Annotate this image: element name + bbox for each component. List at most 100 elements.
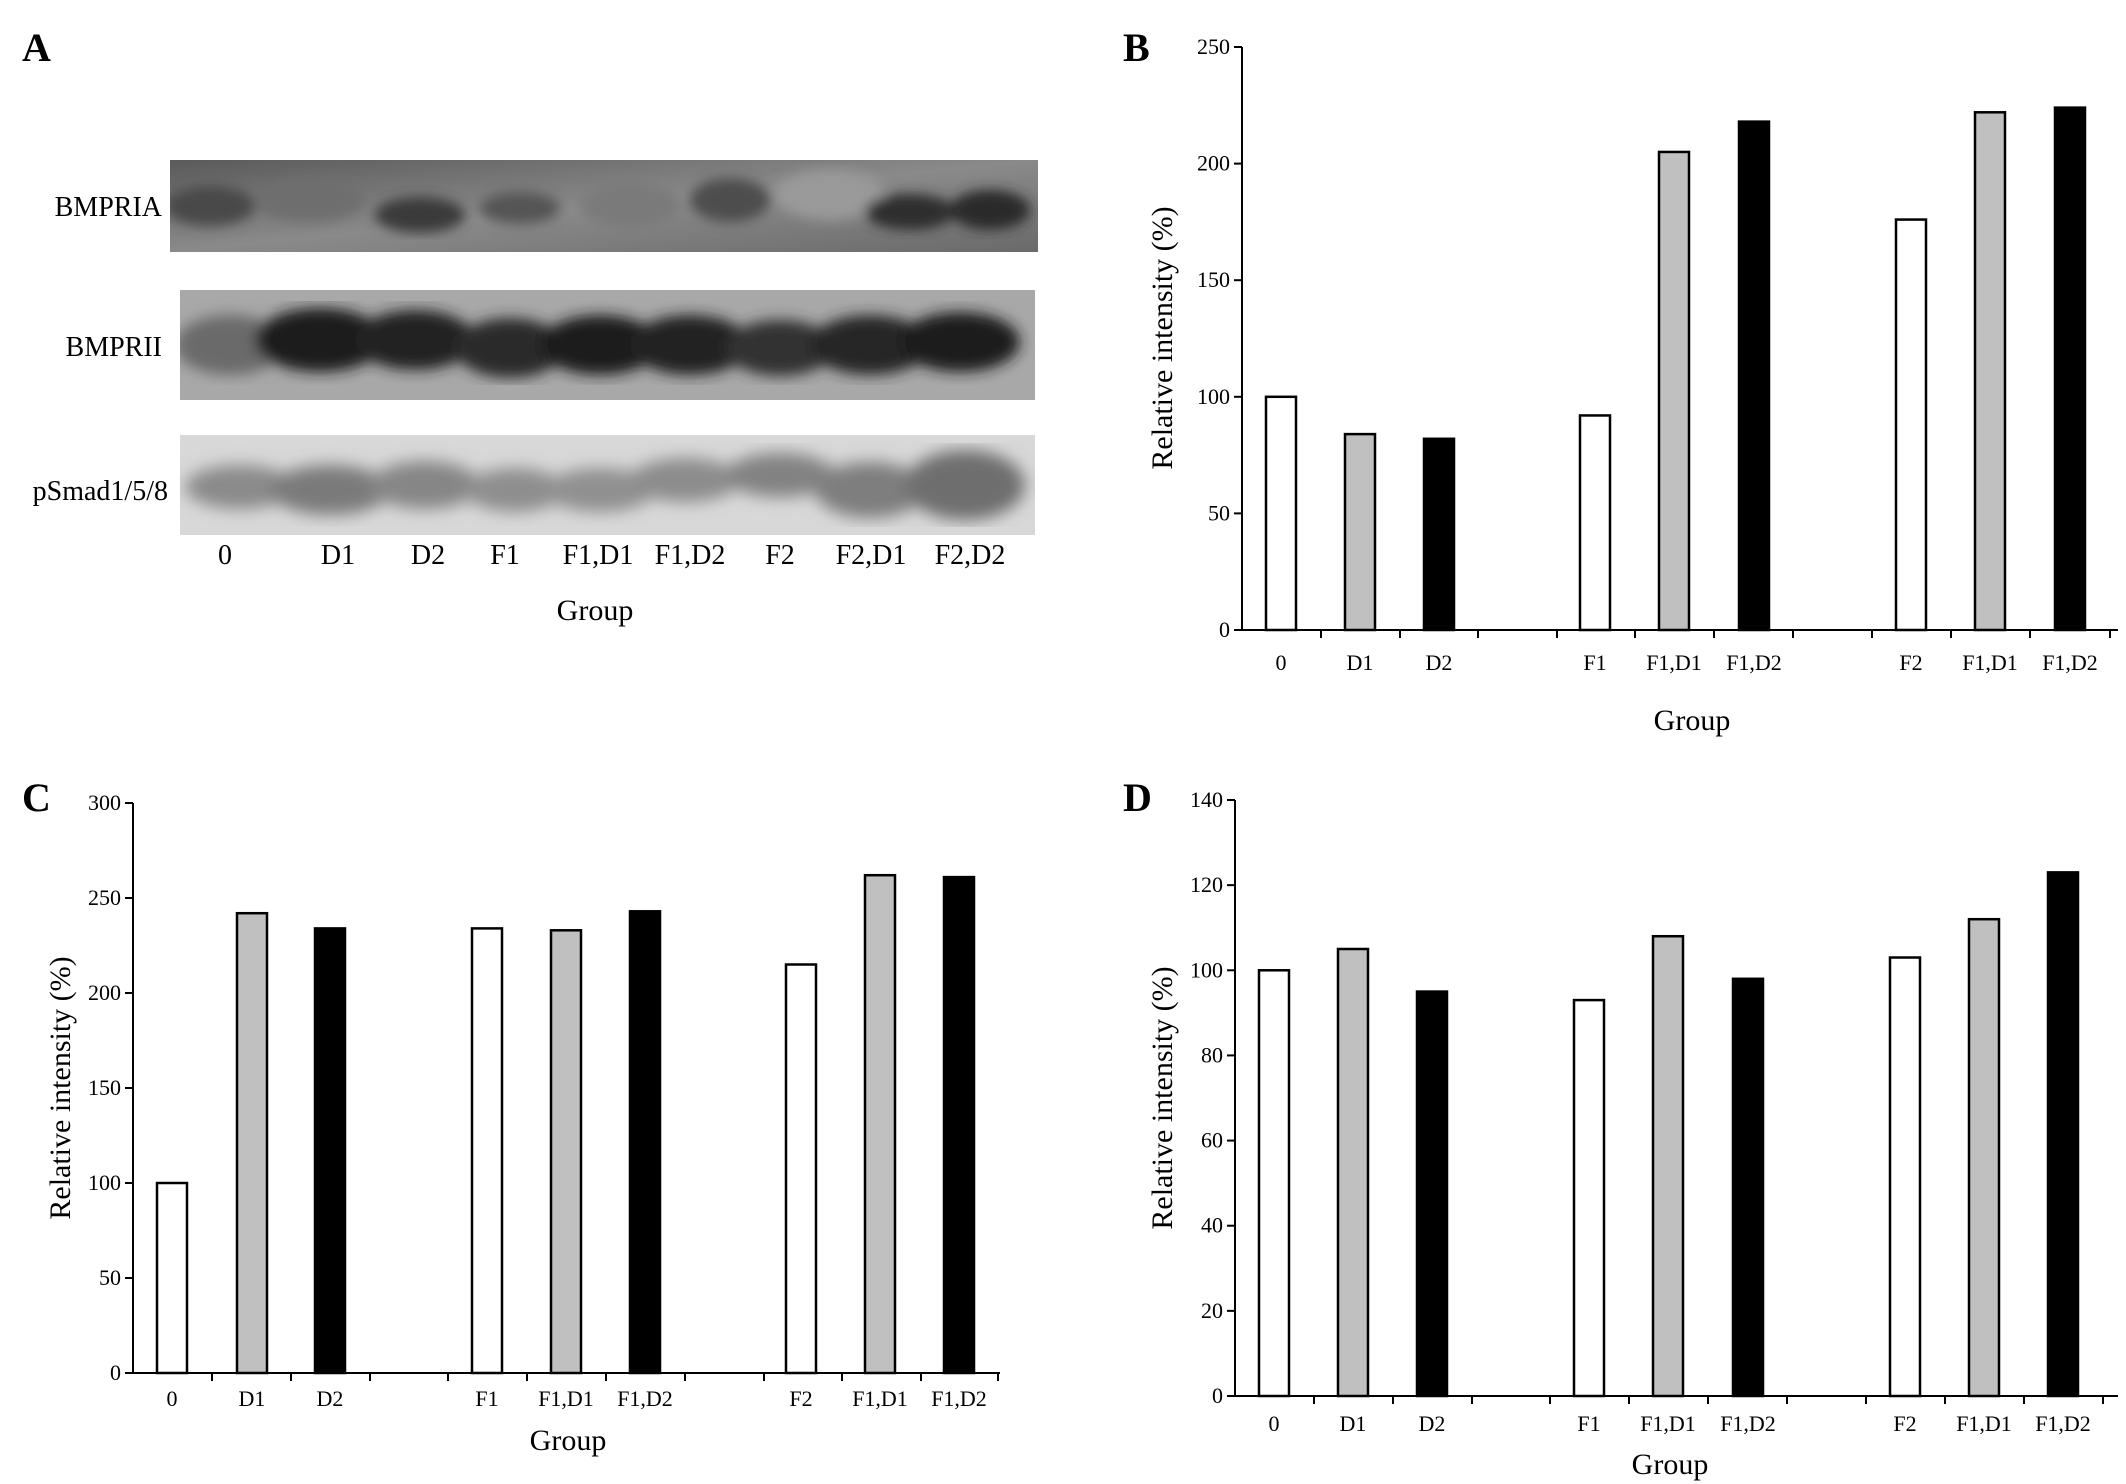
bar xyxy=(470,927,504,1375)
blot-strip-bmpria xyxy=(170,160,1038,252)
bar-chart-b: 0 50 100 150 200 250 0 D1 D2 F1 F1,D1 F1,D2 F2 F1,D1 F… xyxy=(1146,34,2118,737)
y-tick-label: 200 xyxy=(1197,151,1230,176)
x-tick-label: D2 xyxy=(1426,650,1453,675)
panel-letter-c: C xyxy=(22,775,51,820)
y-tick-label: 150 xyxy=(1197,267,1230,292)
bar xyxy=(1651,934,1685,1398)
blot-row-label-psmad: pSmad1/5/8 xyxy=(32,476,168,507)
bar xyxy=(313,927,347,1375)
y-axis-label: Relative intensity (%) xyxy=(44,956,77,1219)
bar xyxy=(1336,947,1370,1398)
bar xyxy=(863,873,897,1375)
y-tick-label: 140 xyxy=(1190,787,1223,812)
blot-lane-label: F1,D1 xyxy=(562,540,634,571)
blot-lane-label: F1 xyxy=(490,540,520,571)
y-tick-label: 0 xyxy=(110,1360,121,1385)
y-tick-label: 250 xyxy=(88,885,121,910)
bar xyxy=(1572,998,1606,1398)
y-tick-label: 250 xyxy=(1197,34,1230,59)
x-tick-label: F1,D1 xyxy=(1646,650,1702,675)
x-tick-label: F1,D2 xyxy=(617,1386,673,1411)
x-tick-label: F1,D1 xyxy=(852,1386,908,1411)
bar xyxy=(1578,414,1612,632)
y-tick-label: 50 xyxy=(1208,500,1230,525)
x-tick-label: F2 xyxy=(1893,1411,1916,1436)
blot-x-axis-label: Group xyxy=(556,594,634,627)
blot-lane-label: F2,D2 xyxy=(934,540,1006,571)
x-tick-label: F1,D2 xyxy=(2035,1411,2091,1436)
blot-lane-label: F1,D2 xyxy=(654,540,726,571)
x-tick-label: 0 xyxy=(1276,650,1287,675)
blot-strip-bmprii xyxy=(180,290,1035,400)
x-axis-label: Group xyxy=(1654,704,1731,737)
x-tick-label: F1,D2 xyxy=(2042,650,2098,675)
blot-row-label-bmprii: BMPRII xyxy=(65,332,162,363)
y-tick-label: 150 xyxy=(88,1075,121,1100)
bar xyxy=(1343,432,1377,632)
bar xyxy=(2053,106,2087,632)
bar-chart-d: 0 20 40 60 80 100 120 140 0 D1 D2 F1 F1,D1 F1,D2 F2 F1,… xyxy=(1146,787,2118,1481)
x-tick-label: F1,D2 xyxy=(931,1386,987,1411)
y-tick-label: 100 xyxy=(88,1170,121,1195)
x-tick-label: F2 xyxy=(1899,650,1922,675)
y-tick-label: 100 xyxy=(1197,384,1230,409)
x-tick-label: F1,D1 xyxy=(1956,1411,2012,1436)
bar xyxy=(942,875,976,1375)
x-tick-label: 0 xyxy=(1269,1411,1280,1436)
bar xyxy=(1973,111,2007,632)
bar xyxy=(1257,969,1291,1398)
y-tick-label: 60 xyxy=(1201,1128,1223,1153)
y-tick-label: 120 xyxy=(1190,872,1223,897)
bar xyxy=(1737,120,1771,632)
x-axis-label: Group xyxy=(530,1424,607,1457)
y-axis-label: Relative intensity (%) xyxy=(1146,206,1179,469)
bar xyxy=(1264,395,1298,632)
x-tick-label: F1,D1 xyxy=(1640,1411,1696,1436)
y-tick-label: 80 xyxy=(1201,1042,1223,1067)
bar xyxy=(784,963,818,1375)
panel-letter-d: D xyxy=(1123,775,1152,820)
x-tick-label: F1,D1 xyxy=(538,1386,594,1411)
y-tick-label: 20 xyxy=(1201,1298,1223,1323)
y-tick-label: 300 xyxy=(88,790,121,815)
bar xyxy=(1415,990,1449,1398)
blot-row-label-bmpria: BMPRIA xyxy=(54,192,162,223)
x-tick-label: F1,D2 xyxy=(1720,1411,1776,1436)
bar xyxy=(2046,871,2080,1398)
x-tick-label: D1 xyxy=(1347,650,1374,675)
x-tick-label: F1,D1 xyxy=(1962,650,2018,675)
y-tick-label: 0 xyxy=(1212,1383,1223,1408)
x-tick-label: F1 xyxy=(1583,650,1606,675)
bar xyxy=(1731,977,1765,1398)
x-tick-label: F1 xyxy=(1577,1411,1600,1436)
blot-strip-psmad xyxy=(180,435,1035,535)
x-tick-label: D1 xyxy=(239,1386,266,1411)
blot-lane-label: 0 xyxy=(218,540,232,571)
y-tick-label: 200 xyxy=(88,980,121,1005)
panel-letter-a: A xyxy=(22,25,51,70)
panel-letter-b: B xyxy=(1123,25,1150,70)
x-axis-label: Group xyxy=(1632,1448,1709,1481)
bar xyxy=(1967,917,2001,1398)
y-tick-label: 0 xyxy=(1219,617,1230,642)
blot-lane-label: D2 xyxy=(410,540,446,571)
blot-lane-label: D1 xyxy=(320,540,356,571)
bar xyxy=(235,911,269,1375)
bar xyxy=(1657,150,1691,632)
bar xyxy=(549,929,583,1375)
y-tick-label: 50 xyxy=(99,1265,121,1290)
x-tick-label: F2 xyxy=(789,1386,812,1411)
bar-chart-c: 0 50 100 150 200 250 300 0 D1 D2 F1 F1,D1 F1,D2 F2 F1,… xyxy=(44,790,1000,1457)
bar xyxy=(1422,437,1456,632)
blot-lane-label: F2,D1 xyxy=(835,540,907,571)
bar xyxy=(1888,956,1922,1398)
blot-lane-label: F2 xyxy=(765,540,795,571)
x-tick-label: D2 xyxy=(317,1386,344,1411)
bar xyxy=(628,910,662,1375)
x-tick-label: F1,D2 xyxy=(1726,650,1782,675)
x-tick-label: D1 xyxy=(1340,1411,1367,1436)
x-tick-label: F1 xyxy=(475,1386,498,1411)
x-tick-label: 0 xyxy=(167,1386,178,1411)
y-tick-label: 40 xyxy=(1201,1213,1223,1238)
y-tick-label: 100 xyxy=(1190,957,1223,982)
